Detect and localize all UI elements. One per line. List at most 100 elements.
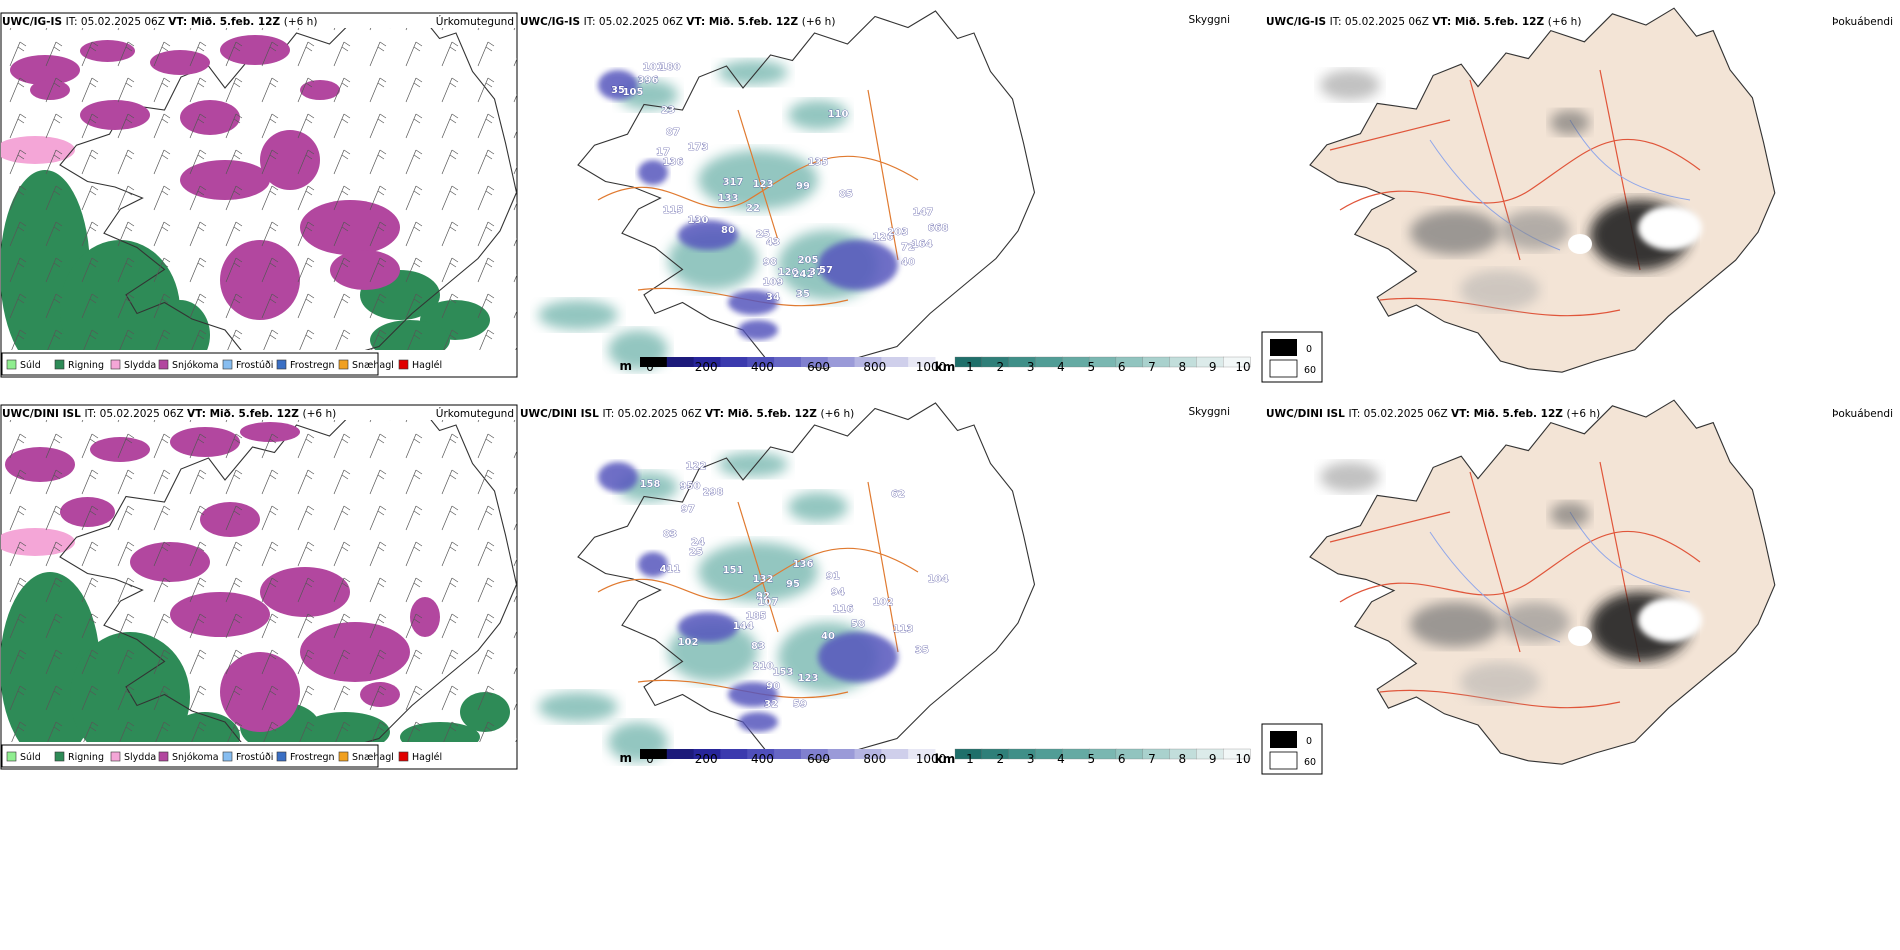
colorbar-cell xyxy=(693,357,721,367)
ceiling-label: 136 xyxy=(663,157,684,168)
ceiling-label: 95 xyxy=(786,579,800,590)
glacier xyxy=(1568,234,1592,254)
vt-label: VT: Mið. 5.feb. 12Z xyxy=(1451,408,1567,420)
vt-label: VT: Mið. 5.feb. 12Z xyxy=(686,16,802,28)
colorbar-tick: 8 xyxy=(1179,752,1187,766)
legend-swatch xyxy=(398,359,409,370)
ceiling-label: 123 xyxy=(753,179,774,190)
ceiling-label: 126 xyxy=(873,232,894,243)
fog-panel: UWC/IG-IS IT: 05.02.2025 06Z VT: Mið. 5.… xyxy=(1266,7,1893,373)
colorbar-tick: 200 xyxy=(695,752,718,766)
glacier xyxy=(1638,206,1702,250)
ceiling-label: 97 xyxy=(681,504,695,515)
wind-barbs xyxy=(1,28,517,350)
fog-area xyxy=(1320,462,1380,492)
colorbar-cell xyxy=(640,749,668,759)
colorbar-cell xyxy=(720,357,748,367)
ceiling-label: 205 xyxy=(798,255,819,266)
fog-area xyxy=(1460,662,1540,702)
ceiling-label: 242 xyxy=(793,269,814,280)
ceiling-area xyxy=(678,220,738,250)
ceiling-label: 147 xyxy=(913,207,934,218)
ceiling-label: 104 xyxy=(928,574,949,585)
ceiling-label: 411 xyxy=(660,564,681,575)
ceiling-label: 210 xyxy=(753,661,774,672)
ceiling-label: 130 xyxy=(688,215,709,226)
ceiling-label: 396 xyxy=(638,75,659,86)
legend-swatch xyxy=(54,751,65,762)
fog-label: 0 xyxy=(1306,344,1312,355)
visibility-colorbar: km 1 2 3 4 5 6 7 8 9 10 xyxy=(935,356,1251,374)
colorbar-tick: 1000 xyxy=(916,360,947,374)
legend-label: Snæhagl xyxy=(352,752,394,763)
visibility-area xyxy=(718,452,788,477)
ceiling-label: 185 xyxy=(746,611,767,622)
ceiling-label: 102 xyxy=(873,597,894,608)
ceiling-label: 180 xyxy=(660,62,681,73)
ceiling-colorbar: m 0 200 400 600 800 1000 xyxy=(619,357,946,374)
colorbar-tick: 4 xyxy=(1057,752,1065,766)
ceiling-label: 122 xyxy=(686,461,707,472)
offset-label: (+6 h) xyxy=(1567,408,1601,420)
run-header: UWC/IG-IS IT: 05.02.2025 06Z VT: Mið. 5.… xyxy=(2,16,317,28)
fog-area xyxy=(1550,110,1590,135)
ceiling-label: 57 xyxy=(819,265,833,276)
legend-swatch xyxy=(110,751,121,762)
ceiling-area xyxy=(818,240,898,290)
offset-label: (+6 h) xyxy=(802,16,836,28)
colorbar-tick: 8 xyxy=(1179,360,1187,374)
legend-label: Rigning xyxy=(68,752,104,763)
colorbar-tick: 800 xyxy=(863,752,886,766)
colorbar-cell xyxy=(854,749,882,759)
colorbar-cell xyxy=(666,749,695,759)
colorbar-cell xyxy=(774,749,802,759)
legend-swatch xyxy=(54,359,65,370)
colorbar-cell xyxy=(747,357,775,367)
ceiling-label: 133 xyxy=(718,193,739,204)
fog-swatch-dark xyxy=(1270,339,1297,356)
colorbar-tick: 600 xyxy=(807,752,830,766)
ceiling-label: 17 xyxy=(656,147,670,158)
ceiling-label: 120 xyxy=(778,267,799,278)
colorbar-tick: 6 xyxy=(1118,752,1126,766)
legend-box xyxy=(1,744,379,768)
vt-label: VT: Mið. 5.feb. 12Z xyxy=(1432,16,1548,28)
ceiling-label: 59 xyxy=(793,699,807,710)
offset-label: (+6 h) xyxy=(303,408,337,420)
precip-type-panel: UWC/DINI ISL IT: 05.02.2025 06Z VT: Mið.… xyxy=(0,404,518,770)
model-name: UWC/DINI ISL xyxy=(520,408,602,420)
legend-label: Snæhagl xyxy=(352,360,394,371)
it-label: IT: 05.02.2025 06Z xyxy=(84,408,187,420)
fog-swatch-dark xyxy=(1270,731,1297,748)
ceiling-label: 173 xyxy=(688,142,709,153)
fog-area xyxy=(1320,70,1380,100)
ceiling-label: 151 xyxy=(723,565,744,576)
colorbar-cell xyxy=(1223,748,1251,760)
ceiling-label: 113 xyxy=(893,624,914,635)
colorbar-cell xyxy=(720,749,748,759)
ceiling-label: 99 xyxy=(796,181,810,192)
visibility-area xyxy=(718,60,788,85)
ceiling-label: 136 xyxy=(793,559,814,570)
fog-area xyxy=(1410,602,1500,647)
ceiling-label: 115 xyxy=(663,205,684,216)
colorbar-tick: 1 xyxy=(966,752,974,766)
ceiling-label: 123 xyxy=(798,673,819,684)
legend-label: Rigning xyxy=(68,360,104,371)
it-label: IT: 05.02.2025 06Z xyxy=(584,16,687,28)
legend-label: Frostúði xyxy=(236,752,273,763)
ceiling-area xyxy=(598,70,638,100)
ceiling-label: 102 xyxy=(678,637,699,648)
colorbar-tick: 2 xyxy=(997,752,1005,766)
ceiling-label: 950 xyxy=(680,481,701,492)
ceiling-area xyxy=(738,712,778,732)
vt-label: VT: Mið. 5.feb. 12Z xyxy=(168,16,284,28)
ceiling-label: 668 xyxy=(928,223,949,234)
colorbar-cell xyxy=(800,357,829,367)
colorbar-cell xyxy=(1142,748,1171,760)
ceiling-label: 35 xyxy=(796,289,810,300)
fog-legend: 0 60 xyxy=(1261,331,1323,383)
